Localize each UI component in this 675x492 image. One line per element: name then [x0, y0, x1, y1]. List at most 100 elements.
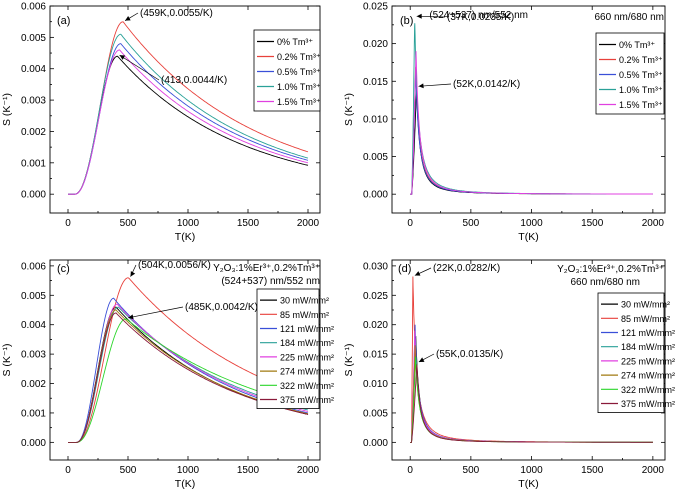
y-tick-label: 0.002: [21, 379, 46, 390]
annotation-arrowhead: [119, 55, 126, 60]
y-tick-label: 0.000: [363, 190, 388, 201]
series-line: [68, 33, 309, 195]
x-tick-label: 1000: [177, 465, 200, 476]
legend-label: 0.2% Tm³⁺: [619, 55, 663, 65]
legend-label: 0% Tm³⁺: [277, 37, 313, 47]
x-tick-label: 1000: [520, 218, 543, 229]
x-tick-label: 0: [65, 218, 71, 229]
y-tick-label: 0.025: [363, 291, 388, 302]
x-tick-label: 2000: [642, 465, 665, 476]
legend-label: 1.0% Tm³⁺: [277, 82, 321, 92]
legend-label: 1.5% Tm³⁺: [277, 97, 321, 107]
x-tick-label: 500: [120, 218, 137, 229]
panel-label: (d): [398, 263, 411, 275]
legend-box: [256, 288, 320, 409]
legend-label: 0.2% Tm³⁺: [277, 52, 321, 62]
legend-label: 225 mW/mm²: [621, 356, 675, 366]
legend-label: 1.0% Tm³⁺: [619, 85, 663, 95]
x-tick-label: 0: [65, 465, 71, 476]
x-tick-label: 500: [463, 218, 480, 229]
y-tick-label: 0.025: [363, 2, 388, 13]
x-axis-label: T(K): [518, 478, 538, 490]
peak-annotation: (485K,0.0042/K): [185, 302, 258, 313]
legend-label: 121 mW/mm²: [280, 324, 334, 334]
y-tick-label: 0.015: [363, 77, 388, 88]
series-group: [410, 276, 653, 443]
series-group: [410, 23, 653, 195]
legend-label: 85 mW/mm²: [621, 314, 670, 324]
panel-label: (c): [57, 263, 70, 275]
annotation-arrow: [119, 54, 160, 81]
y-tick-label: 0.000: [21, 438, 46, 449]
composition-label: Y₂O₃:1%Er³⁺,0.2%Tm³⁺: [557, 264, 664, 275]
x-tick-label: 1500: [581, 218, 604, 229]
panel-label: (b): [400, 15, 413, 27]
legend-label: 30 mW/mm²: [621, 300, 670, 310]
legend-box: [595, 32, 665, 115]
x-tick-label: 1000: [520, 465, 543, 476]
condition-label: 660 nm/680 nm: [595, 12, 665, 23]
peak-annotation: (52K,0.0142/K): [453, 79, 520, 90]
legend-label: 85 mW/mm²: [280, 310, 329, 320]
x-tick-label: 1000: [177, 218, 200, 229]
y-tick-label: 0.000: [21, 190, 46, 201]
condition-label: 660 nm/680 nm: [571, 277, 641, 288]
y-tick-label: 0.000: [363, 438, 388, 449]
legend-label: 0.5% Tm³⁺: [619, 70, 663, 80]
peak-annotation: (413,0.0044/K): [161, 75, 227, 86]
x-tick-label: 1500: [237, 465, 260, 476]
x-tick-label: 500: [120, 465, 137, 476]
plot-frame: [391, 5, 666, 214]
peak-annotation: (22K,0.0282/K): [433, 263, 500, 274]
annotation-arrow: [128, 306, 184, 319]
x-axis-label: T(K): [175, 478, 195, 490]
series-line: [68, 49, 309, 195]
y-tick-label: 0.015: [363, 350, 388, 361]
condition-label: (524+537) nm/552 nm: [429, 10, 528, 21]
annotation-arrowhead: [414, 271, 421, 276]
x-axis-label: T(K): [518, 231, 538, 243]
y-tick-label: 0.004: [21, 64, 46, 75]
peak-annotation: (37K,0.0235/K): [447, 12, 514, 23]
y-axis-label: S (K⁻¹): [1, 93, 13, 126]
y-tick-label: 0.005: [363, 152, 388, 163]
plot-frame: [49, 259, 321, 461]
y-tick-label: 0.001: [21, 158, 46, 169]
x-tick-label: 2000: [642, 218, 665, 229]
y-axis-label: S (K⁻¹): [343, 93, 355, 126]
annotation-arrowhead: [130, 271, 136, 277]
x-tick-label: 2000: [297, 465, 320, 476]
annotation-arrowhead: [418, 357, 425, 362]
composition-label: Y₂O₃:1%Er³⁺,0.2%Tm³⁺: [213, 263, 320, 274]
condition-label: (524+537) nm/552 nm: [221, 276, 320, 287]
y-tick-label: 0.020: [363, 320, 388, 331]
y-axis-label: S (K⁻¹): [1, 344, 13, 377]
x-tick-label: 0: [407, 465, 413, 476]
legend-label: 274 mW/mm²: [280, 367, 334, 377]
x-tick-label: 1500: [237, 218, 260, 229]
legend-box: [597, 292, 665, 413]
y-tick-label: 0.002: [21, 127, 46, 138]
series-line: [410, 363, 653, 443]
y-tick-label: 0.001: [21, 408, 46, 419]
panel-label: (a): [57, 15, 70, 27]
legend-label: 322 mW/mm²: [280, 381, 334, 391]
legend-label: 121 mW/mm²: [621, 328, 675, 338]
plot-frame: [391, 259, 666, 461]
panel-c: 0 500 1000 1500 2000 T(K) 0.000 0.001 0.002 0.003…: [1, 259, 334, 490]
y-tick-label: 0.003: [21, 96, 46, 107]
legend-label: 0% Tm³⁺: [619, 40, 655, 50]
annotation-arrowhead: [416, 13, 422, 19]
series-group: [68, 21, 309, 195]
y-tick-label: 0.030: [363, 261, 388, 272]
annotation-arrowhead: [128, 314, 134, 320]
annotation-arrowhead: [125, 16, 131, 21]
y-axis-label: S (K⁻¹): [343, 344, 355, 377]
y-tick-label: 0.003: [21, 350, 46, 361]
x-tick-label: 0: [407, 218, 413, 229]
annotation-arrow: [418, 83, 452, 87]
legend-label: 322 mW/mm²: [621, 385, 675, 395]
y-tick-label: 0.005: [21, 33, 46, 44]
y-tick-label: 0.010: [363, 379, 388, 390]
